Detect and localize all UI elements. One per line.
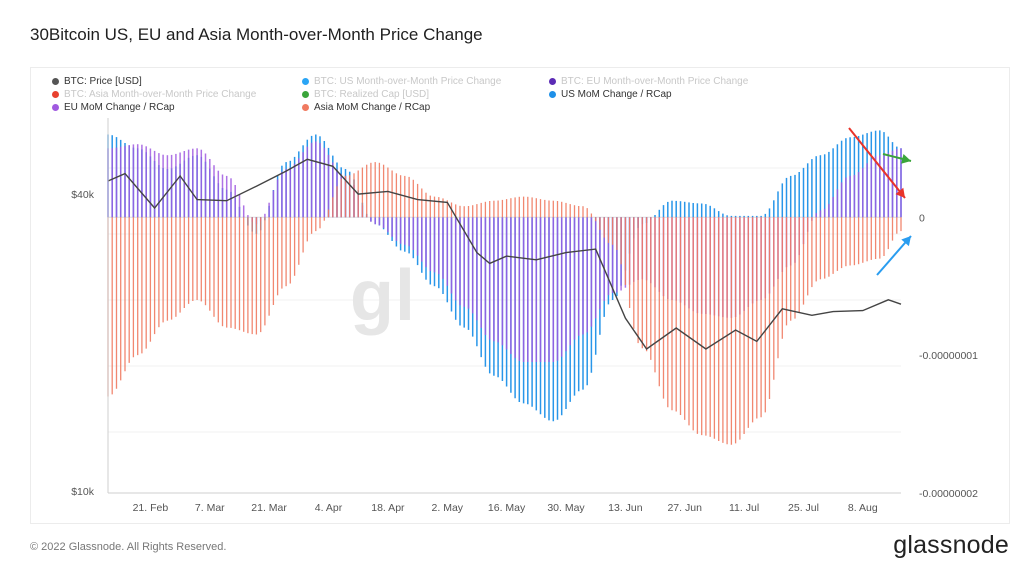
x-tick-label: 27. Jun [667,502,702,514]
x-tick-label: 16. May [488,502,526,514]
red-arrow-head-icon [895,187,905,198]
y-right-tick-label: -0.00000002 [919,488,978,500]
legend-label: Asia MoM Change / RCap [314,102,431,113]
chart-panel: 21. Feb 7. Mar 21. Mar 4. Apr 18. Apr 2. May 1… [30,67,1010,524]
x-tick-label: 4. Apr [315,502,343,514]
legend-item-6[interactable]: EU MoM Change / RCap [52,102,175,113]
axes: 21. Feb 7. Mar 21. Mar 4. Apr 18. Apr 2. May 1… [71,118,978,514]
legend-item-7[interactable]: Asia MoM Change / RCap [302,102,430,113]
legend: BTC: Price [USD] BTC: US Month-over-Month… [52,76,852,118]
legend-dot-icon [52,104,59,111]
y-left-tick-label: $10k [71,486,95,498]
y-right-tick-label: 0 [919,212,925,224]
legend-item-0[interactable]: BTC: Price [USD] [52,76,142,87]
legend-dot-icon [302,78,309,85]
x-tick-label: 21. Mar [251,502,287,514]
red-arrow [848,127,906,199]
legend-item-1[interactable]: BTC: US Month-over-Month Price Change [302,76,501,87]
x-tick-label: 13. Jun [608,502,643,514]
legend-dot-icon [549,91,556,98]
legend-label: BTC: EU Month-over-Month Price Change [561,76,749,87]
copyright-footer: © 2022 Glassnode. All Rights Reserved. [30,541,227,553]
legend-label: US MoM Change / RCap [561,89,672,100]
y-left-tick-label: $40k [71,189,95,201]
legend-item-4[interactable]: BTC: Realized Cap [USD] [302,89,429,100]
x-tick-label: 25. Jul [788,502,819,514]
glassnode-logo: glassnode [893,531,1009,559]
blue-arrow-head-icon [901,236,911,247]
legend-label: BTC: Asia Month-over-Month Price Change [64,89,257,100]
x-tick-label: 2. May [432,502,464,514]
annotation-arrows [848,127,912,276]
legend-dot-icon [549,78,556,85]
legend-label: BTC: Realized Cap [USD] [314,89,430,100]
legend-label: BTC: Price [USD] [64,76,142,87]
legend-label: BTC: US Month-over-Month Price Change [314,76,502,87]
legend-item-3[interactable]: BTC: Asia Month-over-Month Price Change [52,89,256,100]
chart-svg: 21. Feb 7. Mar 21. Mar 4. Apr 18. Apr 2. May 1… [71,118,978,514]
watermark: gl [350,256,416,336]
price-line-group [107,158,902,350]
legend-label: EU MoM Change / RCap [64,102,175,113]
legend-dot-icon [302,104,309,111]
x-tick-label: 11. Jul [729,502,759,514]
legend-item-5[interactable]: US MoM Change / RCap [549,89,672,100]
legend-dot-icon [302,91,309,98]
y-right-tick-label: -0.00000001 [919,350,978,362]
legend-item-2[interactable]: BTC: EU Month-over-Month Price Change [549,76,748,87]
legend-dot-icon [52,78,59,85]
chart-title: 30Bitcoin US, EU and Asia Month-over-Mon… [30,25,483,44]
legend-dot-icon [52,91,59,98]
x-tick-label: 8. Aug [848,502,878,514]
x-tick-label: 21. Feb [133,502,169,514]
asia-bars [107,162,902,445]
x-tick-label: 18. Apr [371,502,405,514]
price-line [107,158,902,350]
green-arrow-head-icon [901,154,911,164]
x-tick-label: 7. Mar [195,502,225,514]
x-tick-label: 30. May [547,502,585,514]
